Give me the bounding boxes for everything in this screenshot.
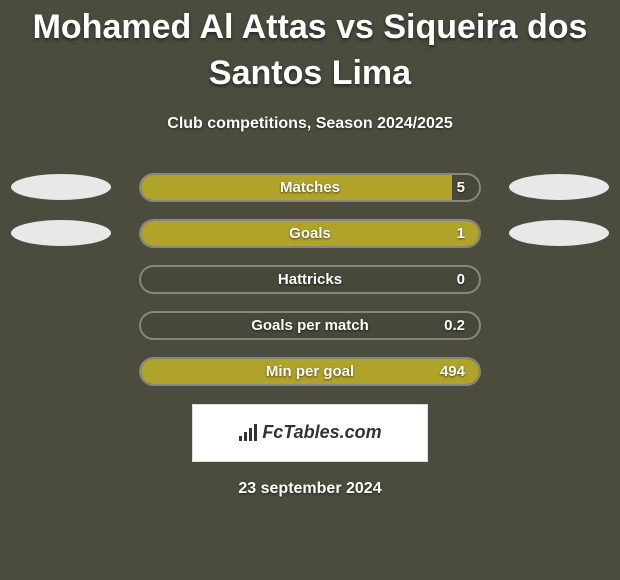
stat-row: Goals per match0.2 <box>10 311 610 340</box>
stat-row: Goals1 <box>10 219 610 248</box>
right-ellipse <box>509 220 609 246</box>
stat-row: Matches5 <box>10 173 610 202</box>
comparison-card: Mohamed Al Attas vs Siqueira dos Santos … <box>0 0 620 498</box>
stat-bar: Min per goal494 <box>139 357 481 386</box>
stat-label: Matches <box>141 175 479 200</box>
logo-box[interactable]: FcTables.com <box>192 404 428 462</box>
stat-bar: Matches5 <box>139 173 481 202</box>
logo-text: FcTables.com <box>262 422 381 443</box>
left-ellipse <box>11 220 111 246</box>
stat-label: Goals per match <box>141 313 479 338</box>
stat-value: 5 <box>457 175 465 200</box>
stat-label: Hattricks <box>141 267 479 292</box>
stat-row: Hattricks0 <box>10 265 610 294</box>
stat-rows: Matches5Goals1Hattricks0Goals per match0… <box>0 173 620 386</box>
stat-label: Goals <box>141 221 479 246</box>
stat-row: Min per goal494 <box>10 357 610 386</box>
page-title: Mohamed Al Attas vs Siqueira dos Santos … <box>0 5 620 97</box>
stat-value: 1 <box>457 221 465 246</box>
left-ellipse <box>11 174 111 200</box>
footer-date: 23 september 2024 <box>0 480 620 498</box>
stat-bar: Goals1 <box>139 219 481 248</box>
stat-value: 0.2 <box>444 313 465 338</box>
stat-value: 0 <box>457 267 465 292</box>
right-ellipse <box>509 174 609 200</box>
stat-label: Min per goal <box>141 359 479 384</box>
stat-bar: Hattricks0 <box>139 265 481 294</box>
stat-bar: Goals per match0.2 <box>139 311 481 340</box>
subtitle: Club competitions, Season 2024/2025 <box>0 115 620 133</box>
logo: FcTables.com <box>238 422 381 443</box>
bar-chart-icon <box>238 424 258 442</box>
stat-value: 494 <box>440 359 465 384</box>
